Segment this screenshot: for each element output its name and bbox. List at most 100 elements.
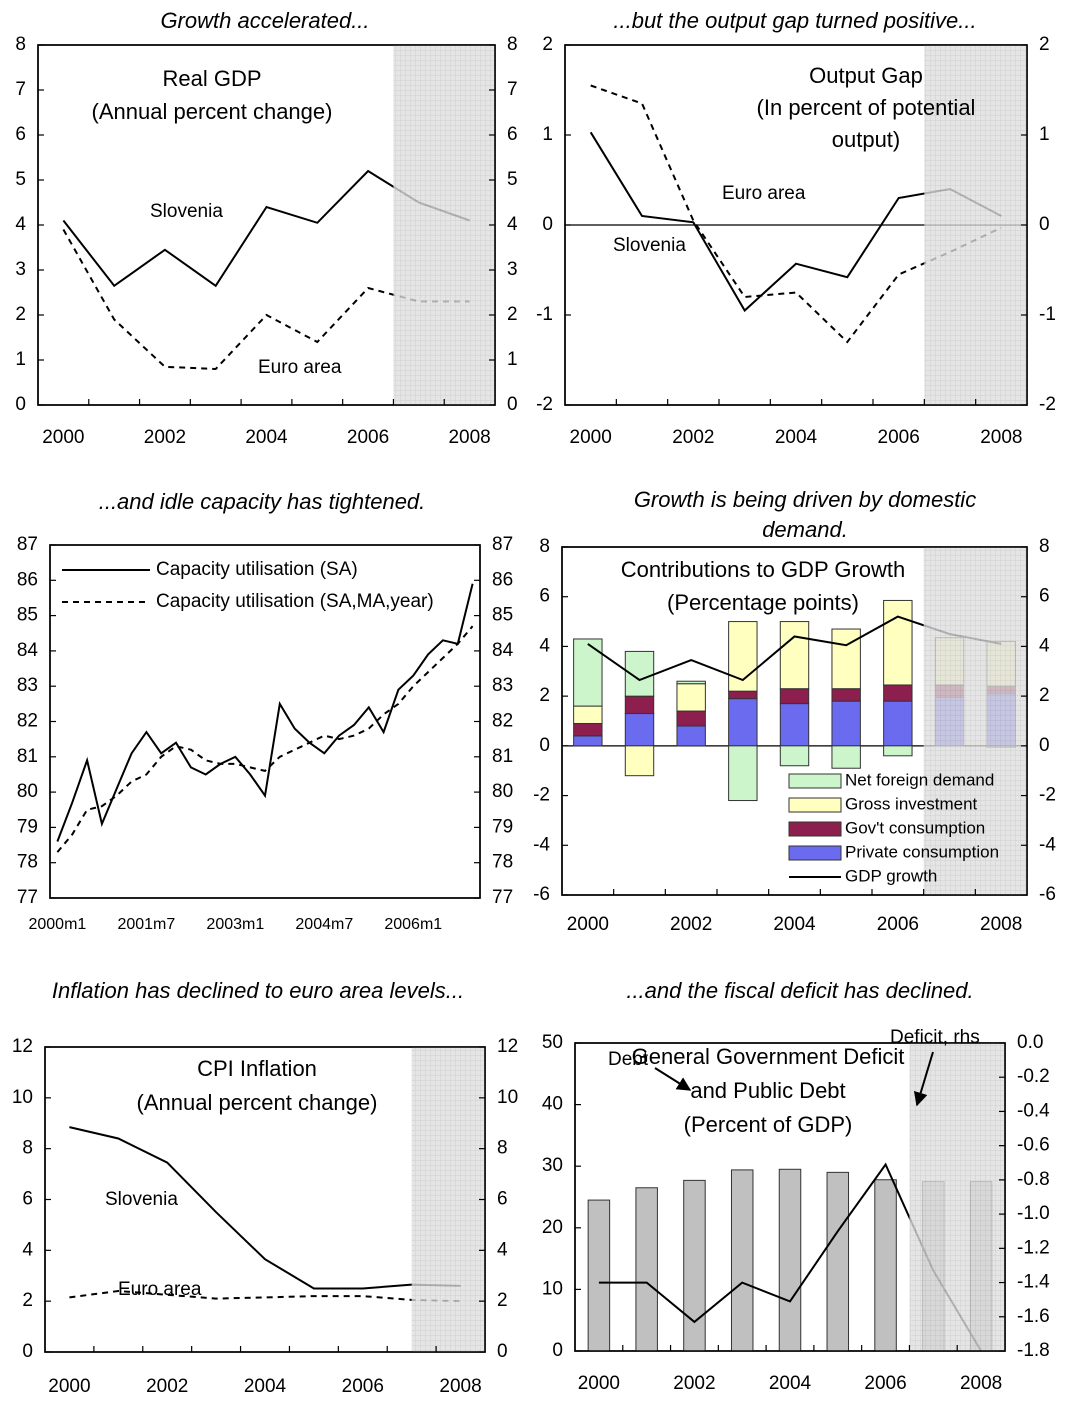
y-tick-label: -2 [1039, 394, 1056, 415]
y-tick-label: 7 [15, 79, 26, 100]
y-tick-label: 6 [497, 1189, 508, 1210]
bar [573, 638, 603, 707]
y-tick-label: 77 [17, 887, 38, 908]
bar [831, 628, 861, 690]
inner-title: Output Gap [809, 63, 923, 88]
forecast-shade [909, 1043, 1005, 1351]
y-tick-label: 83 [492, 675, 513, 696]
y-tick-label: 84 [492, 640, 514, 661]
bar [779, 745, 810, 767]
y-tick-label: 4 [15, 214, 26, 235]
series-label: Slovenia [105, 1189, 178, 1210]
panel-caption: Growth accelerated... [160, 8, 370, 33]
y-tick-label: 2 [1039, 34, 1050, 55]
y-tick-label: 10 [497, 1087, 518, 1108]
bar [779, 621, 810, 690]
y-tick-label: 3 [507, 259, 518, 280]
forecast-shade [923, 547, 1027, 895]
inner-title: (Percent of GDP) [684, 1112, 853, 1137]
bar [587, 1199, 611, 1352]
y-tick-label: 85 [492, 605, 513, 626]
inner-title: (In percent of potential [757, 95, 976, 120]
x-tick-label: 2004 [773, 914, 816, 935]
x-tick-label: 2008 [980, 914, 1022, 935]
legend-label: Gross investment [845, 794, 978, 813]
y-tick-label: 6 [507, 124, 518, 145]
y-tick-label: 86 [492, 569, 513, 590]
series-line [69, 1126, 461, 1290]
bar [730, 1169, 754, 1352]
y-tick-label: 78 [492, 852, 513, 873]
y-tick-label: 7 [507, 79, 518, 100]
x-tick-label: 2002 [670, 914, 712, 935]
x-tick-label: 2002 [146, 1376, 188, 1397]
x-tick-label: 2008 [448, 427, 490, 448]
y-tick-label: -1.0 [1017, 1203, 1050, 1224]
x-tick-label: 2006 [877, 914, 919, 935]
x-tick-label: 2000 [42, 427, 84, 448]
x-tick-label: 2008 [439, 1376, 481, 1397]
bar [573, 705, 603, 724]
series-label: Debt [608, 1049, 649, 1070]
panel-caption: Growth is being driven by domestic deman… [633, 487, 977, 542]
bar [676, 725, 706, 747]
bar [779, 703, 810, 747]
y-tick-label: 2 [539, 685, 550, 706]
y-tick-label: 87 [492, 534, 513, 555]
y-tick-label: 85 [17, 605, 38, 626]
x-tick-label: 2006 [347, 427, 389, 448]
bar [779, 688, 810, 705]
y-tick-label: -1 [536, 304, 553, 325]
y-tick-label: 0 [22, 1341, 33, 1362]
forecast-shade [924, 45, 1027, 405]
y-tick-label: 4 [22, 1239, 33, 1260]
x-tick-label: 2004 [244, 1376, 287, 1397]
x-tick-label: 2006 [342, 1376, 384, 1397]
y-tick-label: 78 [17, 852, 38, 873]
y-tick-label: -0.2 [1017, 1066, 1050, 1087]
y-tick-label: 77 [492, 887, 513, 908]
y-tick-label: 80 [17, 781, 38, 802]
x-tick-label: 2006m1 [384, 916, 442, 933]
y-tick-label: 8 [15, 34, 26, 55]
x-tick-label: 2004 [245, 427, 288, 448]
y-tick-label: 79 [17, 816, 38, 837]
y-tick-label: 1 [542, 124, 553, 145]
y-tick-label: -2 [536, 394, 553, 415]
x-tick-label: 2000 [578, 1373, 620, 1394]
forecast-shade [411, 1047, 485, 1352]
legend-label: Capacity utilisation (SA,MA,year) [156, 591, 434, 612]
x-tick-label: 2000m1 [28, 916, 86, 933]
inner-title: (Percentage points) [667, 590, 859, 615]
bar [676, 710, 706, 727]
x-tick-label: 2002 [673, 1373, 715, 1394]
x-tick-label: 2001m7 [117, 916, 175, 933]
y-tick-label: -0.4 [1017, 1100, 1050, 1121]
legend-label: Gov't consumption [845, 818, 985, 837]
inner-title: output) [832, 127, 901, 152]
bar [831, 700, 861, 747]
legend-swatch [788, 797, 842, 813]
y-tick-label: 81 [492, 746, 513, 767]
y-tick-label: 0 [1039, 214, 1050, 235]
panel-caption: ...and the fiscal deficit has declined. [626, 978, 974, 1003]
y-tick-label: -1.6 [1017, 1306, 1050, 1327]
panel-caption: ...and idle capacity has tightened. [98, 489, 426, 514]
bar [883, 745, 913, 757]
forecast-shade [393, 45, 495, 405]
y-tick-label: -2 [533, 785, 550, 806]
bar [728, 698, 758, 747]
series-line [56, 625, 474, 853]
y-tick-label: 12 [497, 1036, 518, 1057]
legend-label: Capacity utilisation (SA) [156, 559, 358, 580]
annotation-arrow [913, 1051, 934, 1107]
y-tick-label: 6 [1039, 586, 1050, 607]
panel-caption: ...but the output gap turned positive... [613, 8, 977, 33]
bar [883, 700, 913, 747]
bar [831, 745, 861, 769]
bar [831, 688, 861, 702]
inner-title: Contributions to GDP Growth [621, 557, 906, 582]
bar [676, 683, 706, 712]
y-tick-label: 12 [12, 1036, 33, 1057]
